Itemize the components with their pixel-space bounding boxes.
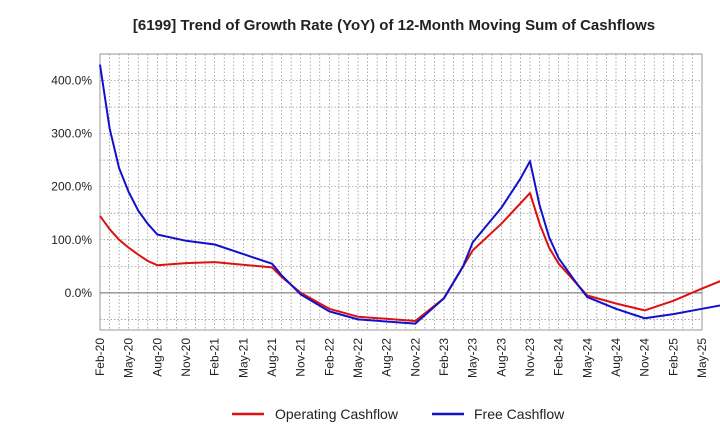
legend-label-free: Free Cashflow: [474, 406, 565, 422]
x-tick-label: Feb-22: [322, 338, 336, 376]
x-tick-label: Feb-20: [93, 338, 107, 376]
x-tick-label: Aug-21: [265, 338, 279, 377]
x-tick-label: May-25: [695, 338, 709, 378]
legend-label-operating: Operating Cashflow: [275, 406, 399, 422]
y-tick-label: 100.0%: [51, 233, 92, 247]
series-line-operating: [99, 192, 720, 322]
series-group: [99, 64, 720, 325]
x-tick-label: May-21: [236, 338, 250, 378]
plot-area: [99, 53, 703, 331]
grid: [100, 53, 702, 330]
legend: Operating Cashflow Free Cashflow: [232, 406, 565, 422]
y-tick-label: 300.0%: [51, 127, 92, 141]
x-tick-label: Nov-20: [179, 338, 193, 377]
y-tick-label: 200.0%: [51, 180, 92, 194]
plot-frame: [99, 53, 703, 331]
series-line-free: [99, 64, 720, 325]
x-tick-label: Aug-22: [380, 338, 394, 377]
x-tick-label: May-22: [351, 338, 365, 378]
y-tick-label: 0.0%: [65, 286, 93, 300]
x-tick-label: May-20: [122, 338, 136, 378]
x-tick-label: Aug-23: [494, 338, 508, 377]
x-tick-label: Nov-21: [294, 338, 308, 377]
x-tick-label: Feb-21: [208, 338, 222, 376]
x-tick-label: Feb-23: [437, 338, 451, 376]
x-tick-label: Nov-24: [638, 338, 652, 377]
x-tick-label: May-24: [580, 338, 594, 378]
x-tick-label: Nov-22: [408, 338, 422, 377]
x-tick-label: Nov-23: [523, 338, 537, 377]
chart-title: [6199] Trend of Growth Rate (YoY) of 12-…: [133, 17, 655, 34]
x-tick-label: Aug-24: [609, 338, 623, 377]
axes: 0.0% 100.0% 200.0% 300.0% 400.0% Feb-20 May-20…: [51, 74, 709, 378]
x-tick-label: Feb-25: [666, 338, 680, 376]
x-tick-label: Feb-24: [552, 338, 566, 376]
y-tick-label: 400.0%: [51, 74, 92, 88]
x-tick-label: Aug-20: [150, 338, 164, 377]
x-tick-label: May-23: [466, 338, 480, 378]
